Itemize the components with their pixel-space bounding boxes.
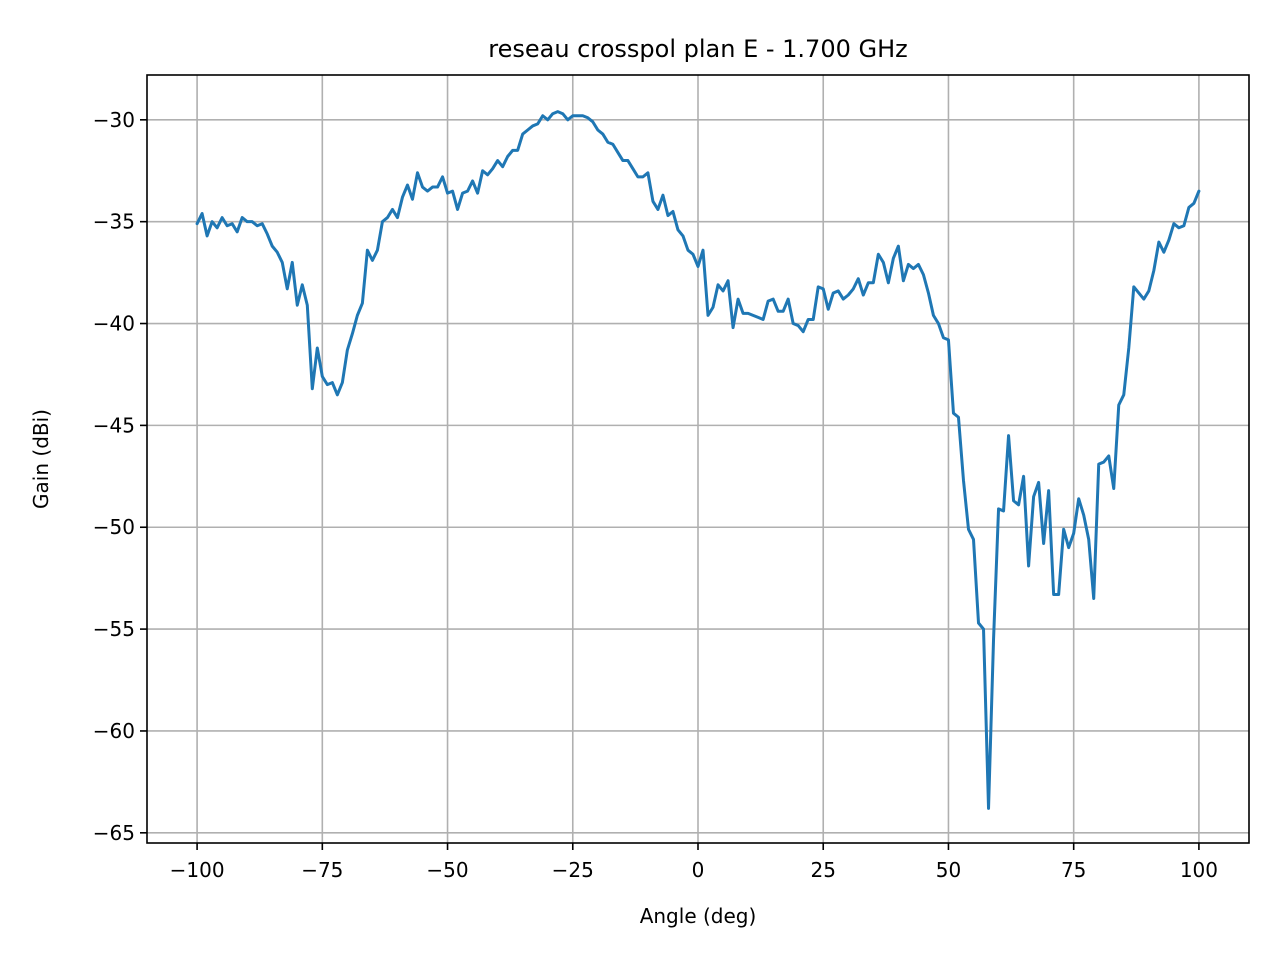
y-tick-label: −65 bbox=[93, 821, 135, 845]
x-tick-label: −100 bbox=[170, 858, 225, 882]
x-tick-label: 75 bbox=[1061, 858, 1086, 882]
chart-title: reseau crosspol plan E - 1.700 GHz bbox=[488, 35, 907, 63]
y-tick-label: −40 bbox=[93, 312, 135, 336]
ticks-layer: −100 −75 −50 −25 0 25 50 75 100 −30 −35 −40 −45 −50 −5… bbox=[93, 108, 1218, 882]
y-tick-label: −60 bbox=[93, 719, 135, 743]
grid-layer bbox=[147, 75, 1249, 843]
x-tick-label: 100 bbox=[1180, 858, 1218, 882]
series-layer bbox=[195, 110, 1201, 810]
x-tick-label: −25 bbox=[552, 858, 594, 882]
x-tick-label: −75 bbox=[301, 858, 343, 882]
y-tick-label: −35 bbox=[93, 210, 135, 234]
x-tick-label: −50 bbox=[426, 858, 468, 882]
y-axis-label: Gain (dBi) bbox=[29, 409, 53, 509]
y-tick-label: −30 bbox=[93, 108, 135, 132]
x-axis-label: Angle (deg) bbox=[640, 904, 757, 928]
series-line bbox=[195, 110, 1201, 810]
x-tick-label: 0 bbox=[692, 858, 705, 882]
y-tick-label: −50 bbox=[93, 515, 135, 539]
y-tick-label: −55 bbox=[93, 617, 135, 641]
x-tick-label: 25 bbox=[811, 858, 836, 882]
y-tick-label: −45 bbox=[93, 413, 135, 437]
x-tick-label: 50 bbox=[936, 858, 961, 882]
